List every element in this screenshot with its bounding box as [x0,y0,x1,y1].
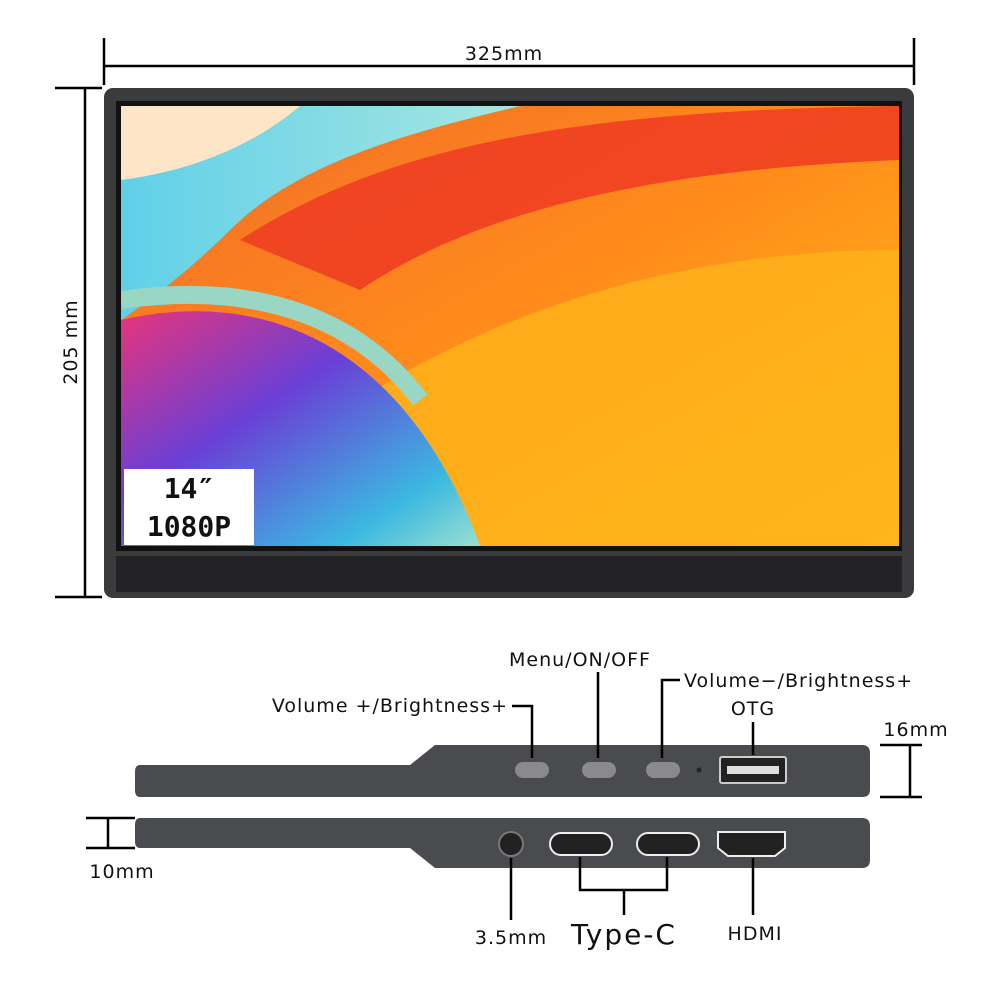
hdmi-port [717,831,786,857]
audio-jack [498,831,524,857]
screen-image [121,106,899,546]
dimension-lines [55,38,916,599]
button-label: Volume +/Brightness+ [272,695,508,717]
port-label: HDMI [728,923,783,945]
port-label: 3.5mm [475,927,547,949]
screen-size: 14″ [164,472,215,505]
screen-resolution: 1080P [147,510,231,543]
button-label: Menu/ON/OFF [509,649,651,671]
button [582,762,616,778]
height-label: 205 mm [60,299,82,384]
usb-c-port [636,832,700,856]
port-label: OTG [731,698,775,720]
leader-lines [86,672,922,920]
thickness-label: 10mm [89,861,154,883]
chin [116,556,902,592]
button [646,762,680,778]
led [696,767,702,773]
thickness-label: 16mm [883,719,948,741]
usb-tongue [727,766,779,774]
label-box [124,469,254,545]
usb-c-port [549,832,613,856]
button [515,762,549,778]
side-view-top [135,745,870,797]
button-label: Volume−/Brightness+ [684,670,913,692]
width-label: 325mm [465,43,543,65]
port-label: Type-C [570,918,677,951]
